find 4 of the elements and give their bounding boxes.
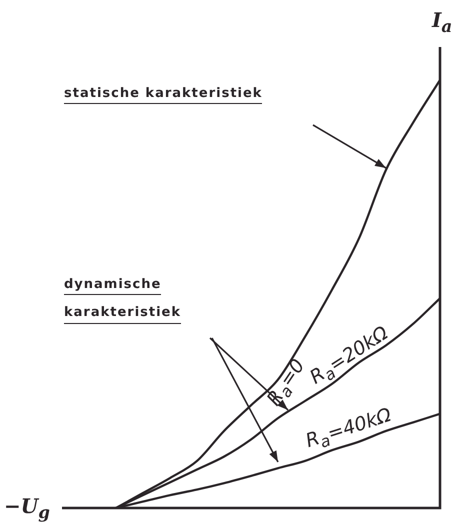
annotation: statische karakteristiek [64, 86, 262, 104]
y-axis-title: I$_{a}$ [432, 8, 452, 36]
annotation: dynamische karakteristiek [64, 277, 182, 322]
x-axis-title: −U$_{g}$ [4, 494, 50, 522]
